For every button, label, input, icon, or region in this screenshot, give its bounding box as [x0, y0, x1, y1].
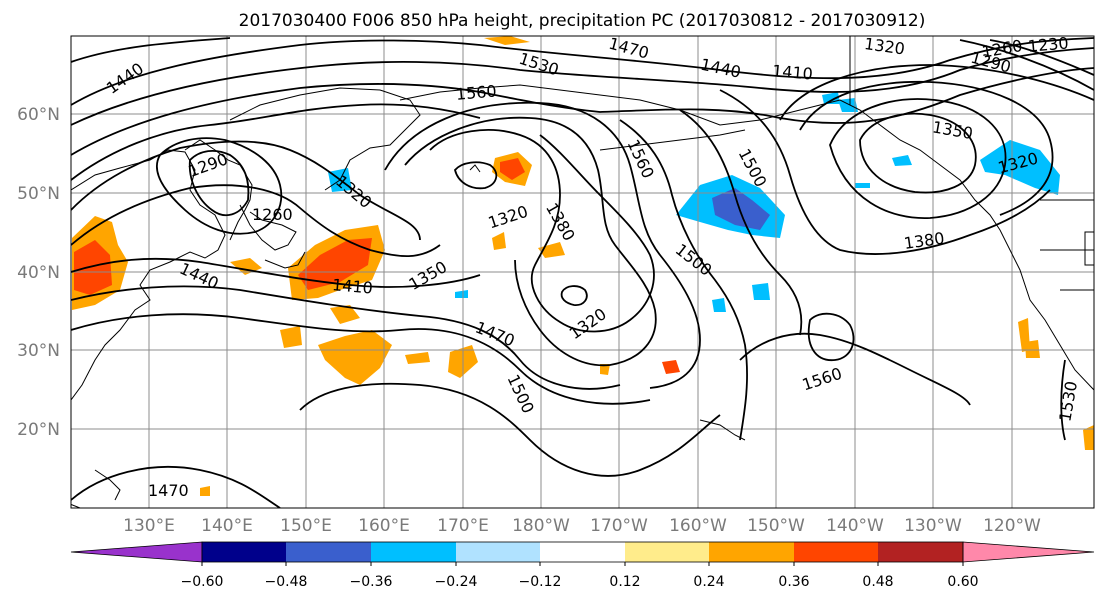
- colorbar-segment: [371, 542, 456, 562]
- lon-label: 170°W: [590, 516, 648, 536]
- contour-label: 1230: [1027, 33, 1069, 55]
- height-contours: [71, 37, 1094, 508]
- lon-label: 180°W: [512, 516, 570, 536]
- colorbar-tick-label: −0.24: [435, 574, 478, 590]
- colorbar-tick-label: −0.12: [519, 574, 562, 590]
- colorbar-segment: [286, 542, 371, 562]
- precip-negative-shading: [328, 92, 1060, 312]
- lon-label: 140°E: [201, 516, 253, 536]
- colorbar-segment: [456, 542, 540, 562]
- lon-label: 120°W: [983, 516, 1041, 536]
- contour-label: 1260: [252, 205, 293, 224]
- lon-label: 160°W: [669, 516, 727, 536]
- colorbar-segment: [794, 542, 878, 562]
- colorbar-segment: [540, 542, 625, 562]
- lat-label-20n: 20°N: [17, 420, 60, 440]
- lon-label: 170°E: [437, 516, 489, 536]
- latitude-labels: 60°N 50°N 40°N 30°N 20°N: [17, 105, 60, 440]
- lon-label: 140°W: [826, 516, 884, 536]
- lat-label-50n: 50°N: [17, 184, 60, 204]
- contour-label: 1410: [771, 61, 813, 83]
- colorbar-tick-label: −0.48: [265, 574, 308, 590]
- map-border: [70, 35, 1095, 509]
- lon-label: 150°E: [280, 516, 332, 536]
- precip-positive-shading: [72, 36, 1094, 496]
- lat-label-40n: 40°N: [17, 263, 60, 283]
- colorbar-tick-label: 0.12: [609, 574, 640, 590]
- colorbar-outline: [201, 541, 964, 563]
- colorbar-tick-label: 0.24: [693, 574, 724, 590]
- colorbar-tick-label: −0.60: [181, 574, 224, 590]
- colorbar-tick-label: 0.60: [947, 574, 978, 590]
- lon-label: 130°W: [904, 516, 962, 536]
- lat-label-60n: 60°N: [17, 105, 60, 125]
- lon-label: 130°E: [123, 516, 175, 536]
- contour-label: 1410: [331, 275, 373, 297]
- colorbar-tick-label: 0.36: [778, 574, 809, 590]
- colorbar-extend-low: [70, 541, 203, 563]
- colorbar-segment: [625, 542, 709, 562]
- colorbar: [70, 541, 1095, 566]
- colorbar-segment: [878, 542, 963, 562]
- longitude-labels: 130°E 140°E 150°E 160°E 170°E 180°W 170°…: [123, 516, 1041, 536]
- colorbar-ticks: −0.60 −0.48 −0.36 −0.24 −0.12 0.12 0.24 …: [181, 574, 979, 590]
- colorbar-extend-high: [962, 541, 1095, 563]
- colorbar-segment: [202, 542, 286, 562]
- contour-label: 1560: [455, 81, 497, 103]
- colorbar-tick-label: −0.36: [350, 574, 393, 590]
- colorbar-tick-label: 0.48: [862, 574, 893, 590]
- map-title: 2017030400 F006 850 hPa height, precipit…: [239, 11, 926, 31]
- lon-label: 160°E: [358, 516, 410, 536]
- colorbar-segment: [709, 542, 794, 562]
- contour-label: 1470: [148, 481, 189, 500]
- lat-label-30n: 30°N: [17, 341, 60, 361]
- lon-label: 150°W: [747, 516, 805, 536]
